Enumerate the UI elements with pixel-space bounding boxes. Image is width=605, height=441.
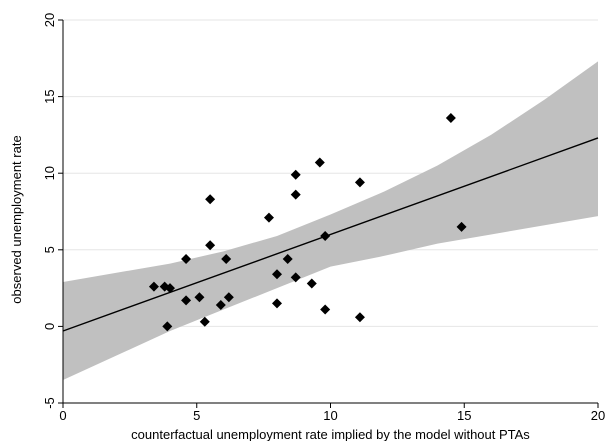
data-points [148, 113, 467, 332]
data-point [290, 189, 301, 200]
x-tick-label: 5 [193, 408, 200, 423]
y-tick-label: 0 [42, 323, 57, 330]
data-point [354, 312, 365, 323]
data-point [199, 316, 210, 327]
x-axis-title: counterfactual unemployment rate implied… [131, 427, 530, 441]
data-point [205, 240, 216, 251]
y-tick-label: -5 [42, 397, 57, 409]
data-point [263, 212, 274, 223]
data-point [290, 169, 301, 180]
y-axis-ticks: -5 0 5 10 15 20 [42, 13, 63, 409]
confidence-band [63, 61, 598, 381]
data-point [282, 253, 293, 264]
y-axis-title: observed unemployment rate [9, 135, 24, 303]
data-point [181, 253, 192, 264]
data-point [205, 194, 216, 205]
data-point [306, 278, 317, 289]
data-point [194, 292, 205, 303]
data-point [272, 269, 282, 280]
data-point [290, 272, 301, 283]
data-point [162, 321, 173, 332]
data-point [445, 113, 456, 124]
fit-line [62, 137, 599, 332]
x-tick-label: 0 [59, 408, 66, 423]
y-tick-label: 15 [42, 89, 57, 103]
y-tick-label: 20 [42, 13, 57, 27]
data-point [221, 253, 232, 264]
data-point [148, 281, 159, 292]
data-point [320, 231, 331, 242]
x-tick-label: 20 [591, 408, 605, 423]
data-point [272, 298, 282, 309]
x-axis-ticks: 0 5 10 15 20 [59, 403, 605, 423]
data-point [456, 221, 467, 232]
y-tick-label: 10 [42, 166, 57, 180]
confidence-band-layer [63, 61, 598, 381]
x-tick-label: 10 [323, 408, 337, 423]
data-point [181, 295, 192, 306]
data-point [320, 304, 331, 315]
fit-line-layer [62, 137, 599, 332]
data-point [314, 157, 325, 168]
x-tick-label: 15 [457, 408, 471, 423]
data-point [165, 283, 175, 294]
data-point [223, 292, 234, 303]
data-point [354, 177, 365, 188]
y-tick-label: 5 [42, 246, 57, 253]
data-point [215, 299, 226, 310]
